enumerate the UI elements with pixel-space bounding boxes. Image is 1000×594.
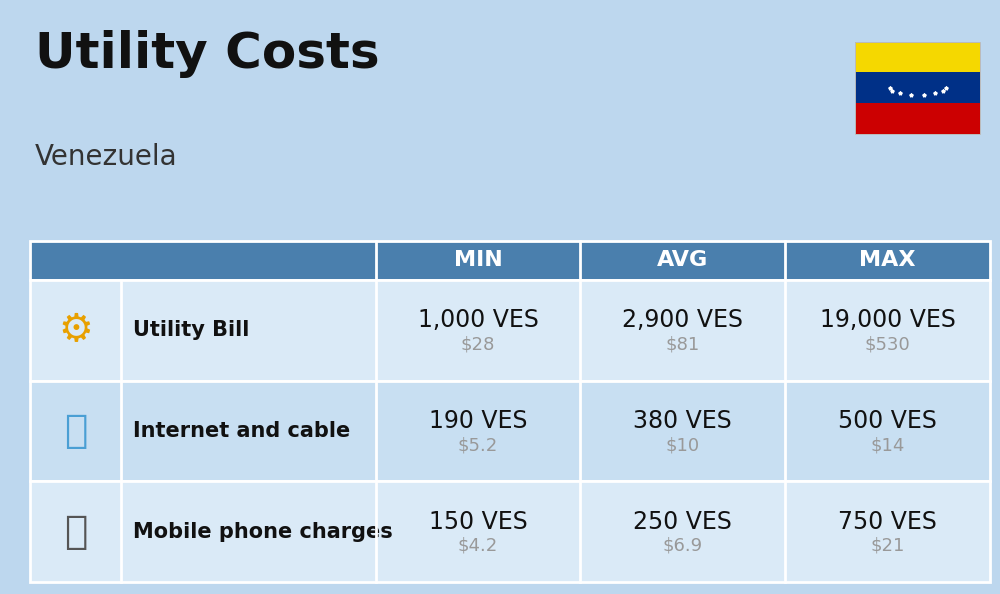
Text: $5.2: $5.2 [458, 436, 498, 454]
Text: 500 VES: 500 VES [838, 409, 937, 433]
Text: 19,000 VES: 19,000 VES [820, 308, 956, 332]
Bar [855, 42, 980, 134]
FancyBboxPatch shape [35, 306, 116, 355]
FancyBboxPatch shape [35, 407, 116, 455]
Text: 750 VES: 750 VES [838, 510, 937, 533]
Bar [30, 241, 990, 280]
FancyBboxPatch shape [35, 507, 116, 556]
Text: 190 VES: 190 VES [429, 409, 527, 433]
Text: Venezuela: Venezuela [35, 143, 178, 170]
Text: 📶: 📶 [64, 412, 87, 450]
Text: Internet and cable: Internet and cable [133, 421, 350, 441]
Text: ⚙: ⚙ [58, 311, 93, 349]
Text: $10: $10 [666, 436, 700, 454]
Text: Utility Costs: Utility Costs [35, 30, 380, 78]
Text: MAX: MAX [859, 250, 916, 270]
Text: $530: $530 [865, 336, 910, 353]
Text: 📱: 📱 [64, 513, 87, 551]
Text: AVG: AVG [657, 250, 708, 270]
Bar [30, 381, 990, 481]
Text: $21: $21 [870, 537, 905, 555]
Text: $81: $81 [666, 336, 700, 353]
Text: $28: $28 [461, 336, 495, 353]
Text: MIN: MIN [454, 250, 502, 270]
Text: 380 VES: 380 VES [633, 409, 732, 433]
Text: 150 VES: 150 VES [429, 510, 527, 533]
Bar [855, 42, 980, 72]
Bar [30, 481, 990, 582]
Text: 2,900 VES: 2,900 VES [622, 308, 743, 332]
Bar [855, 72, 980, 103]
Text: $14: $14 [870, 436, 905, 454]
Text: 250 VES: 250 VES [633, 510, 732, 533]
Text: $6.9: $6.9 [663, 537, 703, 555]
Text: $4.2: $4.2 [458, 537, 498, 555]
Text: 1,000 VES: 1,000 VES [418, 308, 538, 332]
Text: Utility Bill: Utility Bill [133, 320, 250, 340]
Text: Mobile phone charges: Mobile phone charges [133, 522, 393, 542]
Bar [855, 103, 980, 134]
Bar [30, 280, 990, 381]
